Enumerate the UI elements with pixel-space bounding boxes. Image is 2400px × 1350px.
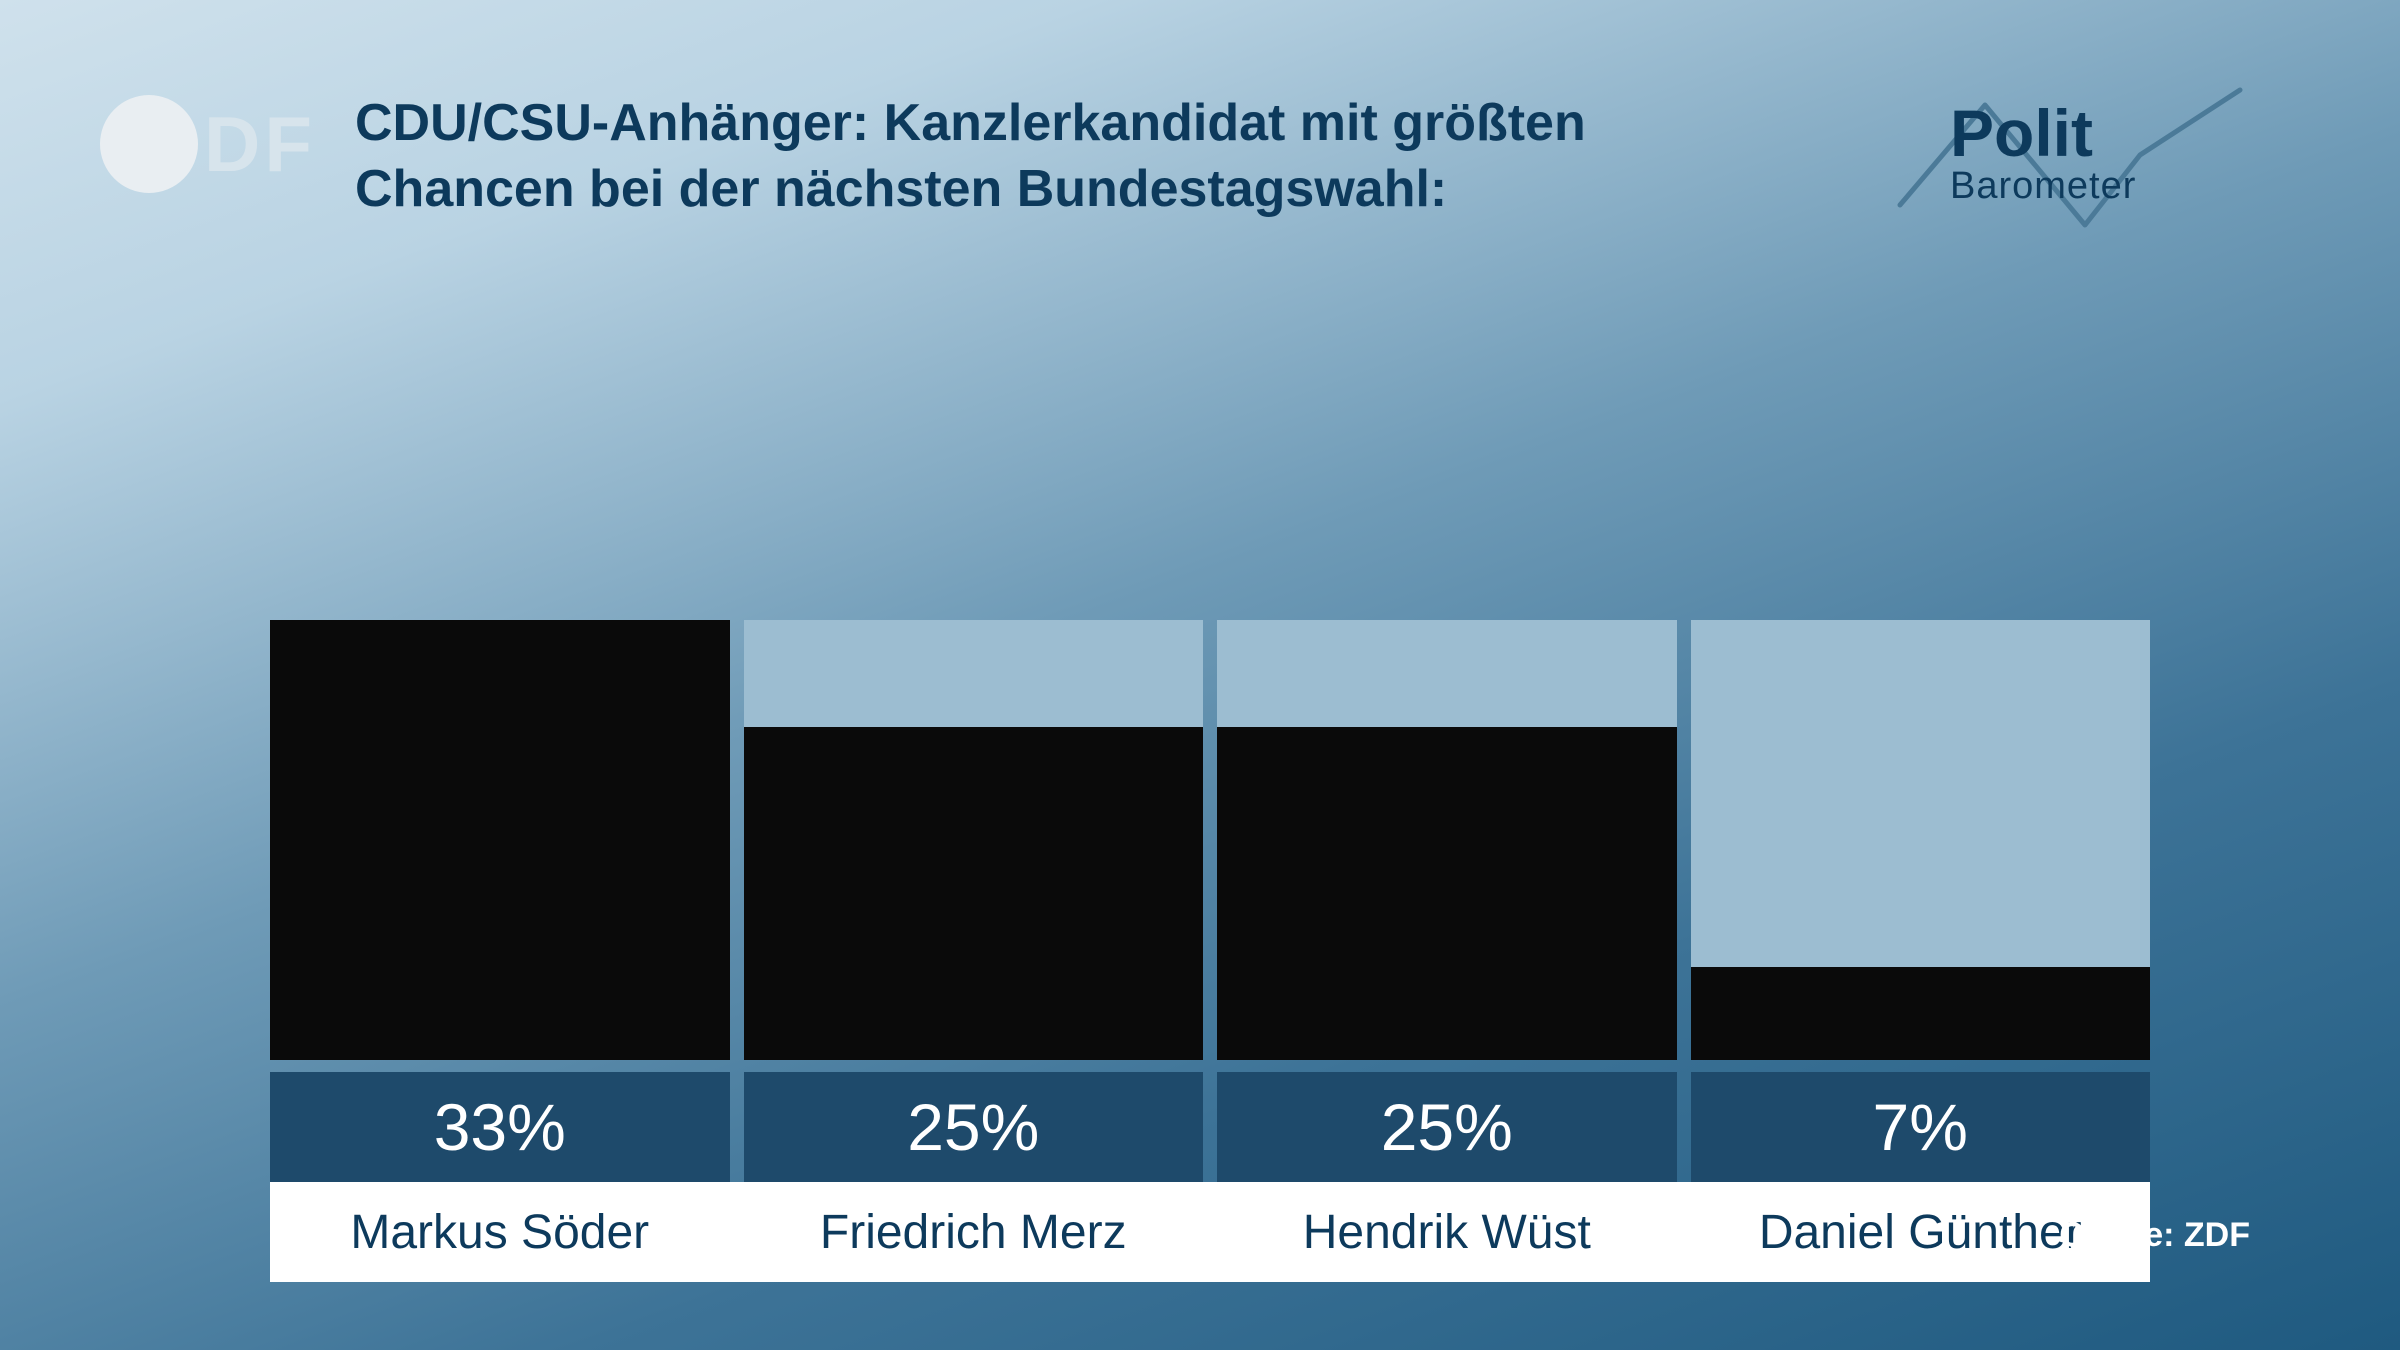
bar-value-label: 33% — [270, 1072, 730, 1182]
zdf-logo-text: DF — [204, 95, 316, 193]
zdf-logo-circle — [100, 95, 198, 193]
bar-fill — [270, 620, 730, 1060]
politbarometer-word2: Barometer — [1950, 165, 2136, 208]
bar-category-label: Friedrich Merz — [744, 1182, 1204, 1282]
bar-value-label: 25% — [744, 1072, 1204, 1182]
source-attribution: Quelle: ZDF — [2059, 1216, 2250, 1255]
bar-area — [270, 620, 730, 1060]
chart-title: CDU/CSU-Anhänger: Kanzlerkandidat mit gr… — [355, 90, 1725, 222]
bar-category-label: Hendrik Wüst — [1217, 1182, 1677, 1282]
chart-title-line2: Chancen bei der nächsten Bundestagswahl: — [355, 156, 1725, 222]
chart-column: 25% — [744, 620, 1204, 1182]
bar-fill — [1217, 727, 1677, 1060]
politbarometer-logo: Polit Barometer — [1890, 70, 2250, 250]
chart-column: 7% — [1691, 620, 2151, 1182]
bar-chart: 33%25%25%7% Markus SöderFriedrich MerzHe… — [270, 620, 2150, 1282]
bar-value-label: 7% — [1691, 1072, 2151, 1182]
bar-category-label: Markus Söder — [270, 1182, 730, 1282]
chart-column: 33% — [270, 620, 730, 1182]
bar-area — [744, 620, 1204, 1060]
bar-value-label: 25% — [1217, 1072, 1677, 1182]
chart-title-line1: CDU/CSU-Anhänger: Kanzlerkandidat mit gr… — [355, 90, 1725, 156]
bar-area — [1691, 620, 2151, 1060]
chart-column: 25% — [1217, 620, 1677, 1182]
bar-fill — [1691, 967, 2151, 1060]
zdf-logo: DF — [100, 95, 310, 195]
bar-area — [1217, 620, 1677, 1060]
label-band: Markus SöderFriedrich MerzHendrik WüstDa… — [270, 1182, 2150, 1282]
bar-fill — [744, 727, 1204, 1060]
politbarometer-word1: Polit — [1950, 95, 2093, 171]
